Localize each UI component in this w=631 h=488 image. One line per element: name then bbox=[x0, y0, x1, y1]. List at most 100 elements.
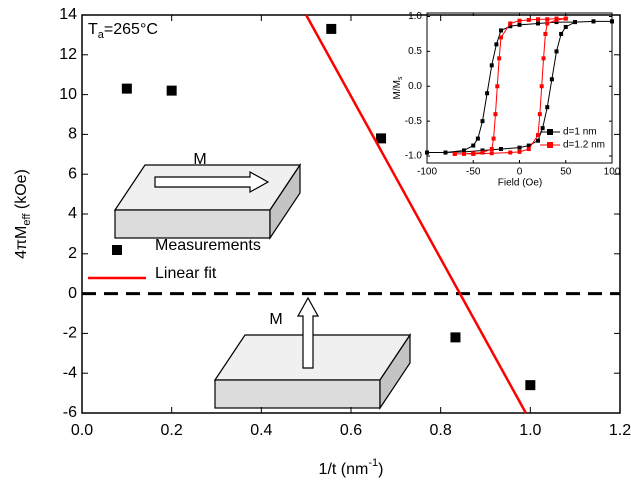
loop-point bbox=[545, 21, 550, 26]
loop-point bbox=[539, 84, 544, 89]
loop-point bbox=[443, 150, 448, 155]
loop-point bbox=[554, 17, 559, 22]
loop-point bbox=[563, 24, 568, 29]
perpendicular-slab bbox=[213, 296, 412, 410]
y-tick-label: 0 bbox=[68, 285, 77, 302]
legend-swatch bbox=[112, 245, 122, 255]
x-tick-label: 0.8 bbox=[430, 422, 452, 439]
loop-point bbox=[543, 31, 548, 36]
y-tick-label: 10 bbox=[59, 86, 77, 103]
data-point bbox=[166, 85, 177, 96]
x-tick-label: 50 bbox=[560, 167, 572, 178]
loop-point bbox=[452, 151, 457, 156]
y-tick-label: 0.5 bbox=[408, 46, 422, 57]
y-tick-label: 0.0 bbox=[408, 81, 422, 92]
loop-point bbox=[462, 149, 466, 154]
data-point bbox=[450, 332, 461, 343]
loop-point bbox=[508, 24, 513, 29]
y-tick-label: 1.0 bbox=[408, 11, 422, 22]
inset-y-axis-title: M/Ms bbox=[392, 76, 404, 99]
loop-point bbox=[462, 151, 466, 156]
x-tick-label: -50 bbox=[466, 167, 481, 178]
loop-point bbox=[480, 150, 485, 155]
loop-point bbox=[480, 148, 485, 153]
y-tick-label: 8 bbox=[68, 126, 77, 143]
x-tick-label: 0.2 bbox=[161, 422, 183, 439]
y-tick-label: 14 bbox=[59, 6, 77, 23]
loop-point bbox=[508, 21, 513, 26]
y-tick-label: -4 bbox=[63, 364, 77, 381]
y-tick-label: 4 bbox=[68, 205, 77, 222]
loop-point bbox=[471, 151, 476, 156]
loop-point bbox=[508, 150, 513, 155]
y-tick-label: -0.5 bbox=[405, 116, 423, 127]
loop-point bbox=[517, 22, 522, 27]
loop-point bbox=[541, 56, 546, 61]
loop-point bbox=[499, 35, 503, 40]
hysteresis-loop bbox=[427, 20, 612, 154]
y-tick-label: 12 bbox=[59, 46, 77, 63]
legend-label: d=1 nm bbox=[563, 127, 597, 138]
data-point bbox=[121, 83, 132, 94]
x-tick-label: 1.2 bbox=[609, 422, 631, 439]
loop-point bbox=[494, 42, 499, 47]
loop-point bbox=[536, 138, 540, 143]
legend-swatch bbox=[547, 129, 553, 135]
data-point bbox=[525, 380, 536, 391]
loop-point bbox=[540, 126, 545, 131]
loop-point bbox=[545, 17, 550, 22]
loop-point bbox=[591, 19, 596, 24]
legend-label: d=1.2 nm bbox=[563, 140, 605, 151]
legend-label: Measurements bbox=[155, 237, 261, 254]
legend-swatch bbox=[547, 142, 553, 148]
loop-point bbox=[573, 20, 577, 25]
in-plane-slab bbox=[113, 163, 302, 240]
loop-point bbox=[554, 20, 559, 25]
x-tick-label: 0.0 bbox=[71, 422, 93, 439]
loop-point bbox=[610, 19, 614, 24]
loop-point bbox=[537, 112, 542, 117]
diagram-label: M bbox=[269, 311, 282, 328]
loop-point bbox=[536, 17, 540, 22]
loop-point bbox=[517, 149, 522, 154]
loop-point bbox=[499, 28, 503, 33]
legend-label: Linear fit bbox=[155, 265, 217, 282]
loop-point bbox=[471, 143, 476, 148]
loop-point bbox=[517, 18, 522, 23]
loop-point bbox=[493, 112, 498, 117]
fit-line bbox=[305, 14, 527, 414]
loop-point bbox=[526, 17, 531, 22]
loop-point bbox=[526, 147, 531, 152]
loop-point bbox=[480, 119, 485, 124]
x-tick-label: 100 bbox=[604, 167, 621, 178]
loop-point bbox=[517, 145, 522, 150]
x-axis-title: 1/t (nm-1) bbox=[319, 457, 384, 478]
diagram-label: M bbox=[193, 151, 206, 168]
data-point bbox=[376, 133, 387, 144]
inset-x-axis-title: Field (Oe) bbox=[498, 178, 542, 189]
annotation: Ta=265°C bbox=[88, 21, 158, 41]
loop-point bbox=[563, 16, 568, 21]
loop-point bbox=[499, 147, 503, 152]
x-tick-label: 1.0 bbox=[519, 422, 541, 439]
y-tick-label: -2 bbox=[63, 325, 77, 342]
y-tick-label: 2 bbox=[68, 245, 77, 262]
loop-point bbox=[554, 49, 559, 54]
loop-point bbox=[475, 136, 480, 141]
x-tick-label: 0.4 bbox=[250, 422, 272, 439]
y-tick-label: 6 bbox=[68, 165, 77, 182]
loop-point bbox=[485, 91, 490, 96]
loop-point bbox=[489, 151, 494, 156]
loop-point bbox=[536, 133, 540, 138]
data-point bbox=[326, 23, 337, 34]
loop-point bbox=[495, 84, 500, 89]
loop-point bbox=[425, 150, 429, 155]
y-tick-label: -1.0 bbox=[405, 151, 423, 162]
loop-point bbox=[491, 136, 496, 141]
y-tick-label: -6 bbox=[63, 404, 77, 421]
loop-point bbox=[536, 21, 540, 26]
loop-point bbox=[489, 63, 494, 68]
loop-point bbox=[489, 147, 494, 152]
loop-point bbox=[559, 31, 564, 36]
